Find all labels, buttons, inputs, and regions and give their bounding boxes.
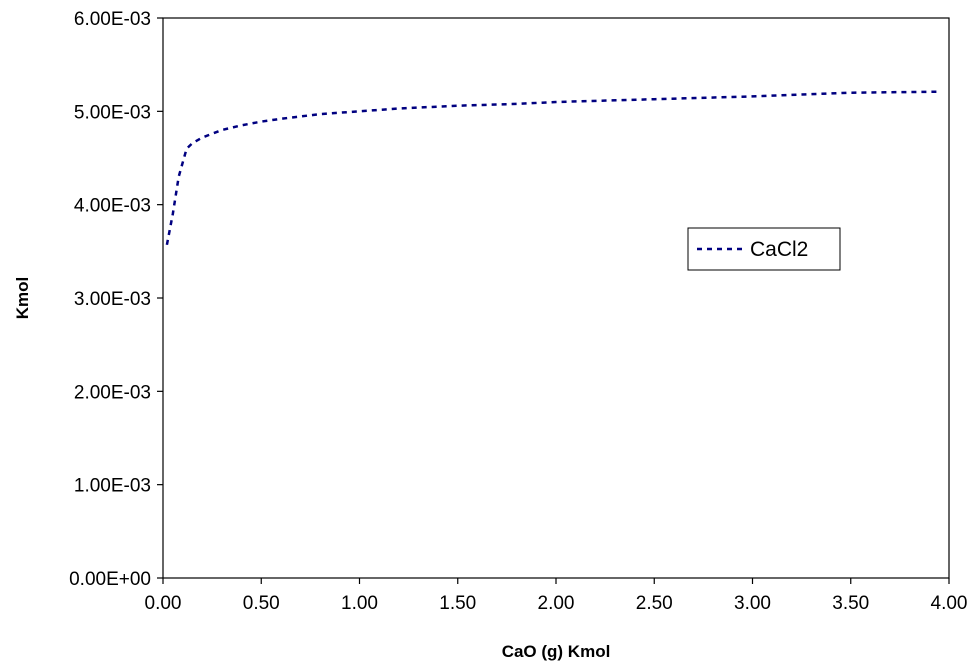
- y-tick-label: 6.00E-03: [74, 9, 151, 30]
- x-axis-title: CaO (g) Kmol: [502, 642, 611, 661]
- y-axis-title: Kmol: [13, 277, 32, 320]
- x-tick-label: 3.00: [734, 593, 771, 614]
- y-tick-label: 3.00E-03: [74, 289, 151, 310]
- y-tick-label: 2.00E-03: [74, 382, 151, 403]
- x-tick-label: 0.50: [243, 593, 280, 614]
- x-tick-label: 1.50: [439, 593, 476, 614]
- legend-label: CaCl2: [750, 238, 808, 261]
- y-tick-label: 1.00E-03: [74, 476, 151, 497]
- plot-area: [162, 17, 950, 579]
- x-tick-label: 4.00: [931, 593, 968, 614]
- x-tick-label: 3.50: [832, 593, 869, 614]
- legend-box: [687, 227, 841, 271]
- y-tick-label: 0.00E+00: [69, 569, 151, 590]
- x-axis-ticks: 0.00 0.50 1.00 1.50 2.00 2.50 3.00 3.50 4.00: [145, 578, 968, 614]
- x-tick-label: 1.00: [341, 593, 378, 614]
- y-tick-label: 4.00E-03: [74, 196, 151, 217]
- y-axis-ticks: 0.00E+00 1.00E-03 2.00E-03 3.00E-03 4.00E-03…: [69, 9, 163, 590]
- x-tick-label: 2.00: [538, 593, 575, 614]
- x-tick-label: 0.00: [145, 593, 182, 614]
- y-tick-label: 5.00E-03: [74, 102, 151, 123]
- legend: CaCl2: [687, 227, 841, 271]
- x-tick-label: 2.50: [636, 593, 673, 614]
